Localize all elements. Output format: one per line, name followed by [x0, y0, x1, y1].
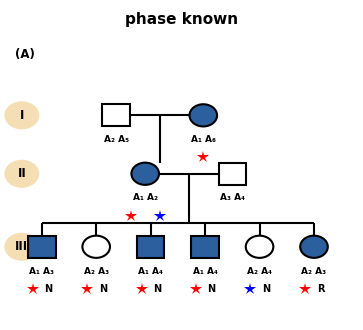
Text: A₂ A₅: A₂ A₅ [103, 135, 129, 144]
Bar [191, 236, 219, 258]
Text: A₁ A₂: A₁ A₂ [133, 193, 158, 203]
Circle shape [189, 104, 217, 126]
Circle shape [82, 236, 110, 258]
Text: A₁ A₄: A₁ A₄ [138, 267, 163, 277]
Text: A₁ A₃: A₁ A₃ [29, 267, 54, 277]
Circle shape [4, 160, 39, 188]
Text: N: N [44, 283, 52, 293]
Text: III: III [15, 240, 28, 253]
Text: A₂ A₃: A₂ A₃ [83, 267, 109, 277]
Text: A₂ A₃: A₂ A₃ [301, 267, 327, 277]
Text: (A): (A) [15, 48, 34, 60]
Bar [28, 236, 56, 258]
Text: phase known: phase known [125, 12, 238, 27]
Circle shape [246, 236, 273, 258]
Text: N: N [99, 283, 107, 293]
Text: A₂ A₄: A₂ A₄ [247, 267, 272, 277]
Circle shape [131, 163, 159, 185]
Bar [219, 163, 246, 185]
Bar [137, 236, 164, 258]
Text: II: II [17, 167, 26, 180]
Text: A₁ A₆: A₁ A₆ [191, 135, 216, 144]
Text: I: I [20, 109, 24, 122]
Circle shape [4, 233, 39, 261]
Text: N: N [208, 283, 216, 293]
Text: A₁ A₄: A₁ A₄ [193, 267, 217, 277]
Circle shape [4, 101, 39, 129]
Text: A₃ A₄: A₃ A₄ [220, 193, 245, 203]
Bar [102, 104, 130, 126]
Text: N: N [153, 283, 161, 293]
Circle shape [300, 236, 328, 258]
Text: N: N [262, 283, 270, 293]
Text: R: R [317, 283, 324, 293]
